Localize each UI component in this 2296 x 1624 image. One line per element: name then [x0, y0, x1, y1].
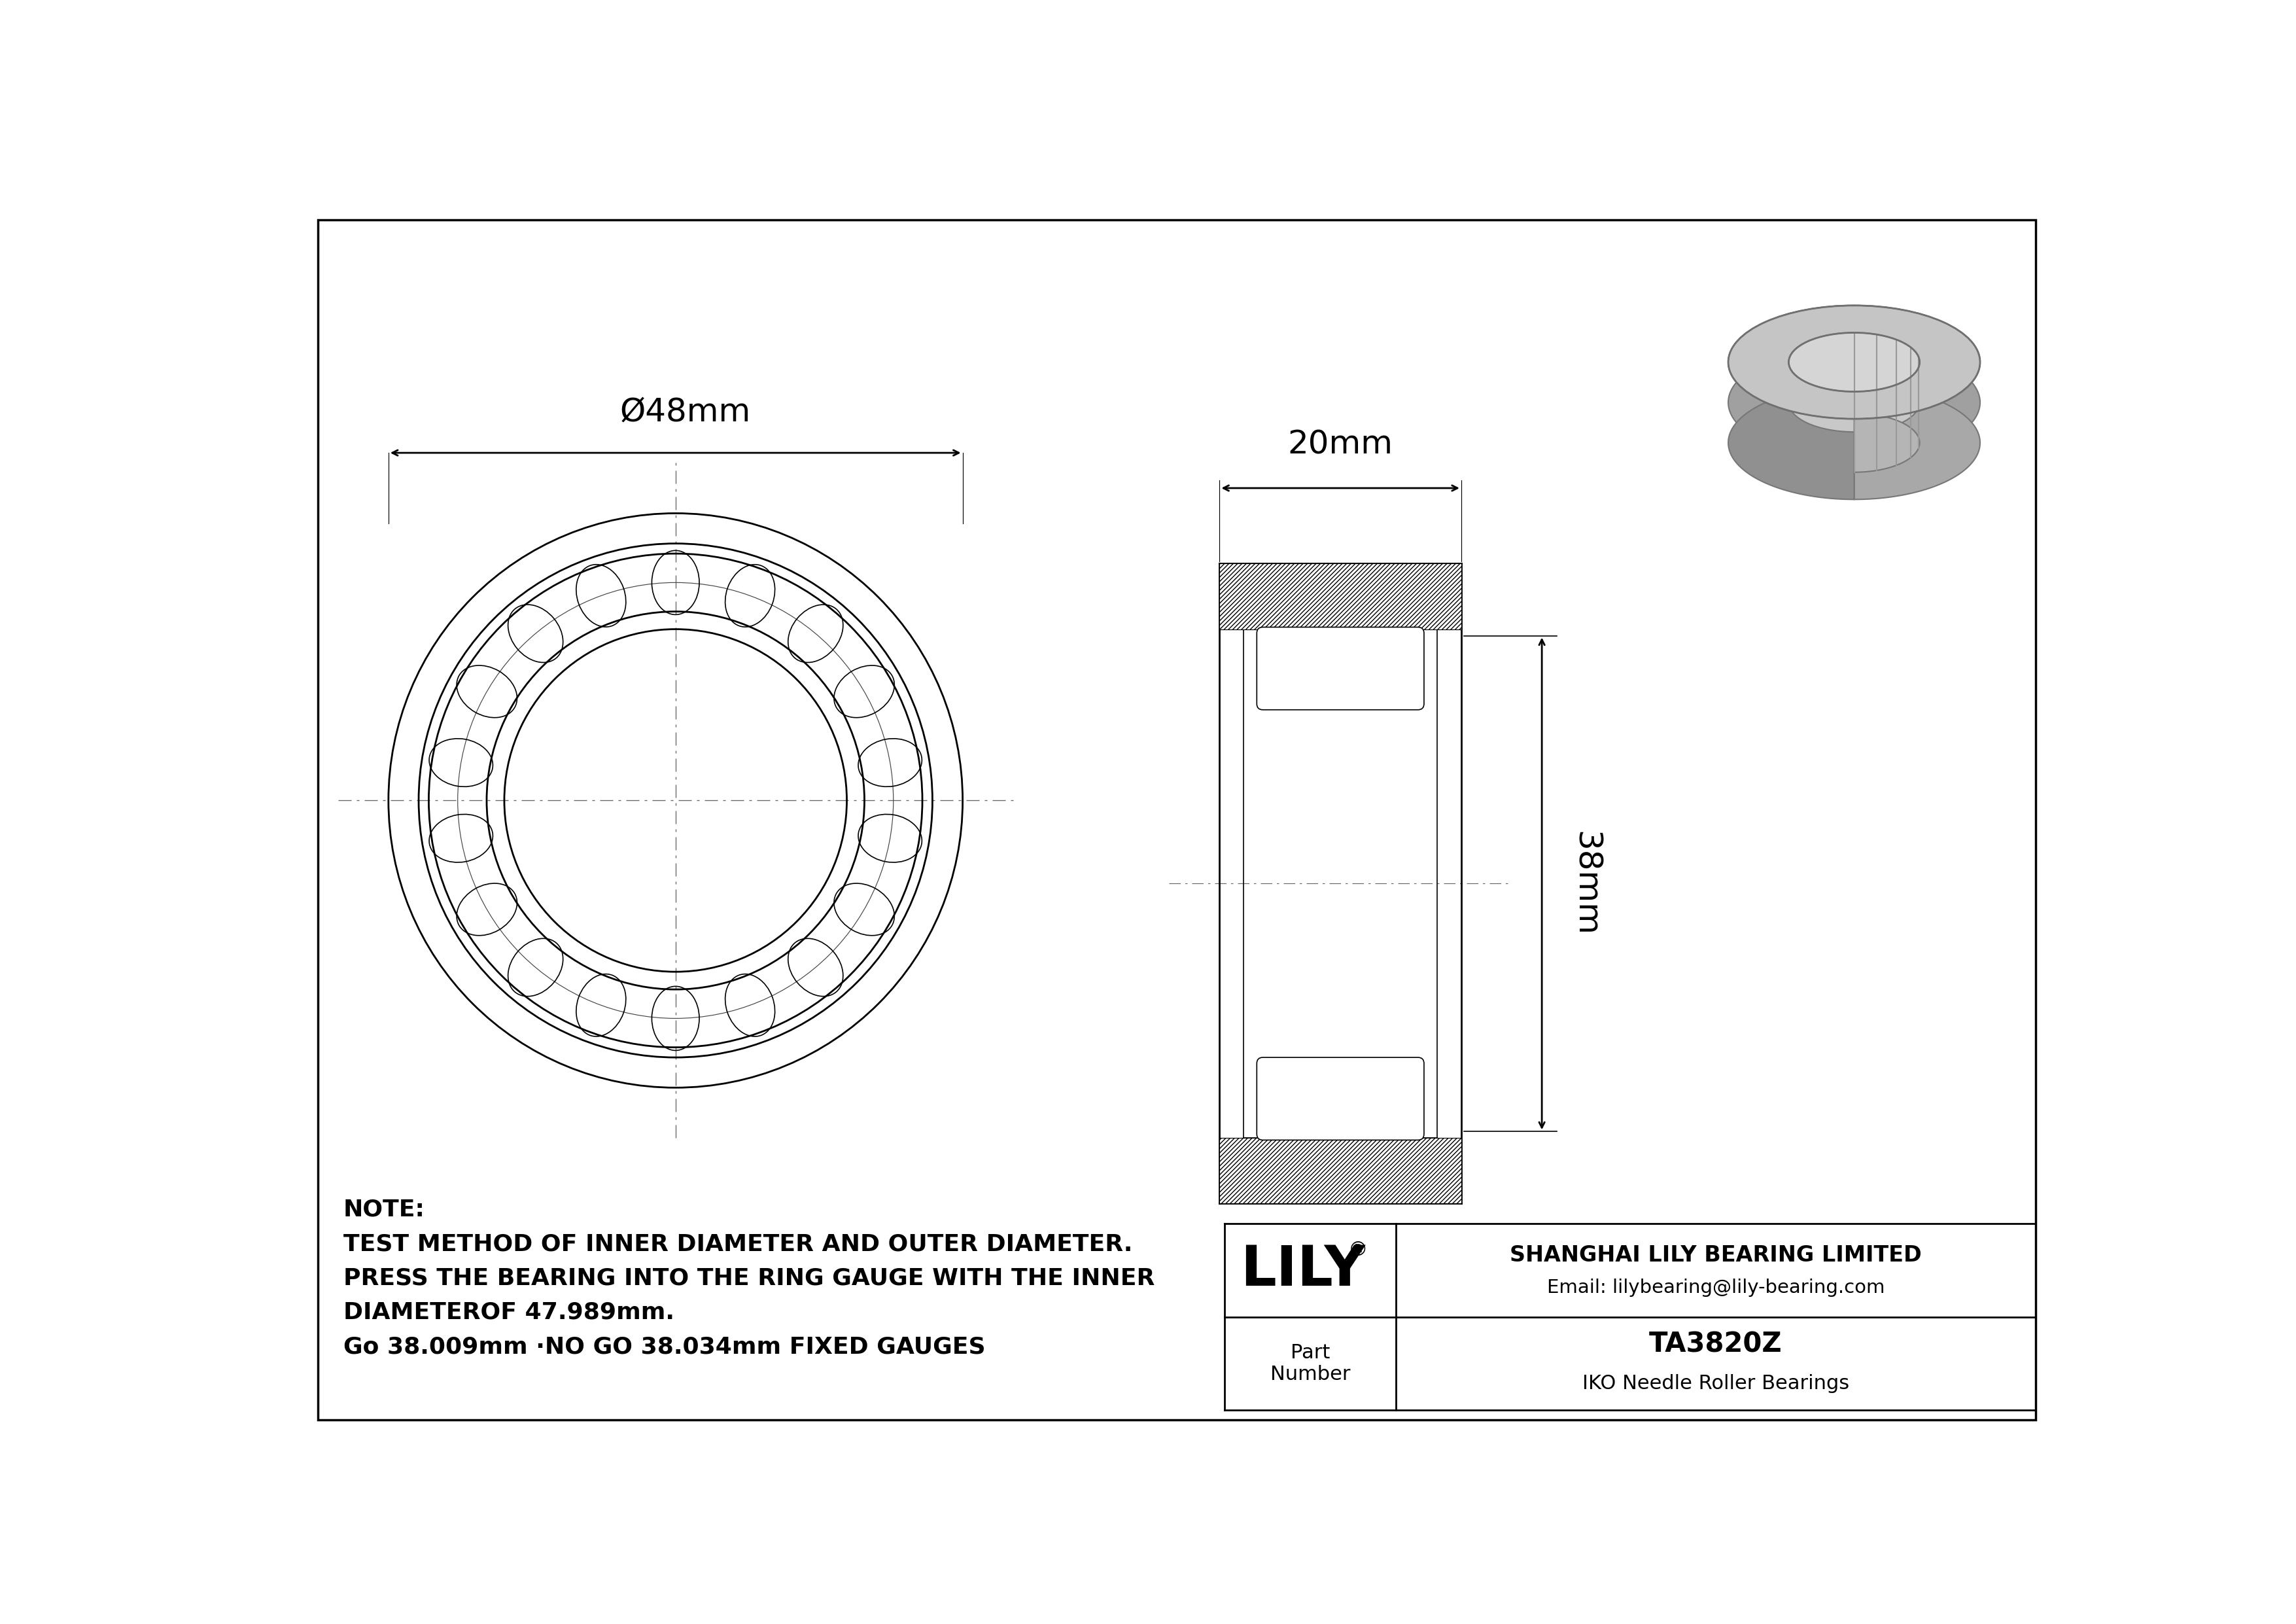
Ellipse shape [1729, 305, 1979, 419]
Text: Email: lilybearing@lily-bearing.com: Email: lilybearing@lily-bearing.com [1548, 1278, 1885, 1298]
Text: Ø48mm: Ø48mm [620, 396, 751, 427]
Text: SHANGHAI LILY BEARING LIMITED: SHANGHAI LILY BEARING LIMITED [1511, 1244, 1922, 1267]
Ellipse shape [1729, 346, 1979, 460]
Polygon shape [1729, 305, 1855, 500]
Text: Part
Number: Part Number [1270, 1343, 1350, 1384]
Text: DIAMETEROF 47.989mm.: DIAMETEROF 47.989mm. [342, 1301, 675, 1324]
Ellipse shape [1789, 333, 1919, 391]
Polygon shape [1855, 333, 1919, 473]
Bar [1219, 564, 1460, 628]
Text: LILY: LILY [1240, 1242, 1366, 1298]
Text: NOTE:: NOTE: [342, 1199, 425, 1221]
Polygon shape [1855, 305, 1979, 500]
Text: ®: ® [1348, 1241, 1368, 1260]
Text: 20mm: 20mm [1288, 429, 1394, 460]
FancyBboxPatch shape [1256, 627, 1424, 710]
Text: Go 38.009mm ·NO GO 38.034mm FIXED GAUGES: Go 38.009mm ·NO GO 38.034mm FIXED GAUGES [342, 1335, 985, 1358]
Text: TA3820Z: TA3820Z [1649, 1330, 1782, 1358]
FancyBboxPatch shape [1256, 1057, 1424, 1140]
Ellipse shape [1789, 374, 1919, 432]
Text: TEST METHOD OF INNER DIAMETER AND OUTER DIAMETER.: TEST METHOD OF INNER DIAMETER AND OUTER … [342, 1233, 1132, 1255]
Bar [1219, 1138, 1460, 1203]
Text: PRESS THE BEARING INTO THE RING GAUGE WITH THE INNER: PRESS THE BEARING INTO THE RING GAUGE WI… [342, 1267, 1155, 1289]
Text: IKO Needle Roller Bearings: IKO Needle Roller Bearings [1582, 1374, 1848, 1393]
Text: 38mm: 38mm [1570, 831, 1600, 937]
